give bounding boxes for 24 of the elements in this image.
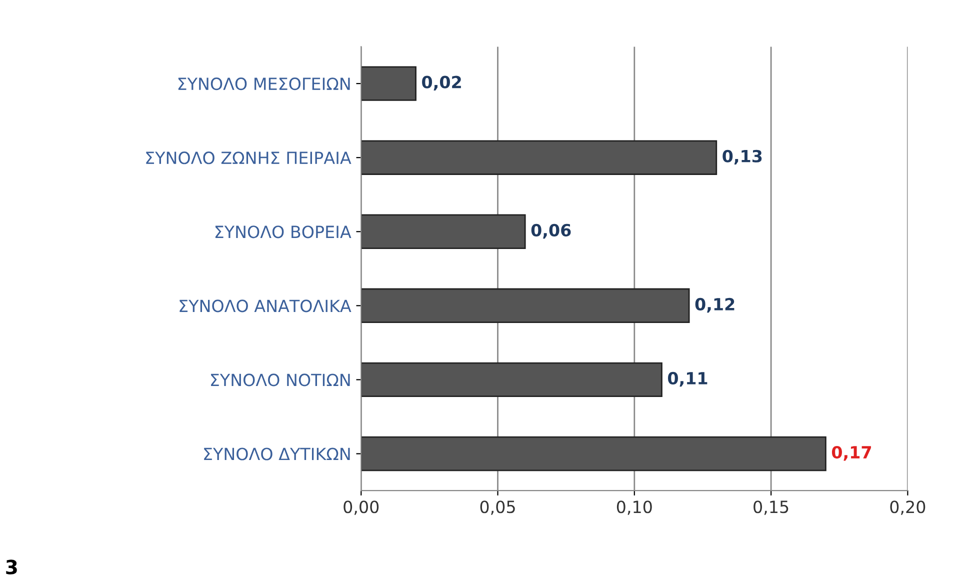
x-tick-label: 0,05: [480, 500, 515, 515]
x-tick-label: 0,15: [754, 500, 788, 515]
bar: [361, 214, 526, 249]
y-tick-label: ΣΥΝΟΛΟ ΔΥΤΙΚΩΝ: [204, 448, 350, 460]
text: 3: [6, 560, 17, 574]
y-tick-label: ΣΥΝΟΛΟ ΖΩΝΗΣ ΠΕΙΡΑΙΑ: [146, 152, 352, 164]
data-label: 0,02: [422, 76, 461, 91]
data-label: 0,13: [722, 150, 762, 165]
bar: [361, 362, 662, 398]
x-tick-label: 0,00: [344, 500, 379, 515]
data-label: 0,11: [668, 372, 708, 387]
bar: [361, 288, 690, 324]
y-tick-label: ΣΥΝΟΛΟ ΑΝΑΤΟΛΙΚΑ: [180, 300, 352, 312]
y-tick-label: ΣΥΝΟΛΟ ΜΕΣΟΓΕΙΩΝ: [178, 78, 350, 90]
bar: [361, 140, 718, 175]
x-tick-label: 0,10: [616, 500, 652, 515]
bar: [361, 436, 826, 472]
y-tick-label: ΣΥΝΟΛΟ ΝΟΤΙΩΝ: [211, 374, 350, 386]
bar: [361, 66, 416, 101]
x-tick-label: 0,20: [890, 500, 926, 515]
data-label: 0,17: [832, 446, 871, 461]
data-label: 0,12: [695, 298, 734, 313]
data-label: 0,06: [531, 224, 571, 239]
y-tick-label: ΣΥΝΟΛΟ ΒΟΡΕΙΑ: [215, 226, 352, 238]
